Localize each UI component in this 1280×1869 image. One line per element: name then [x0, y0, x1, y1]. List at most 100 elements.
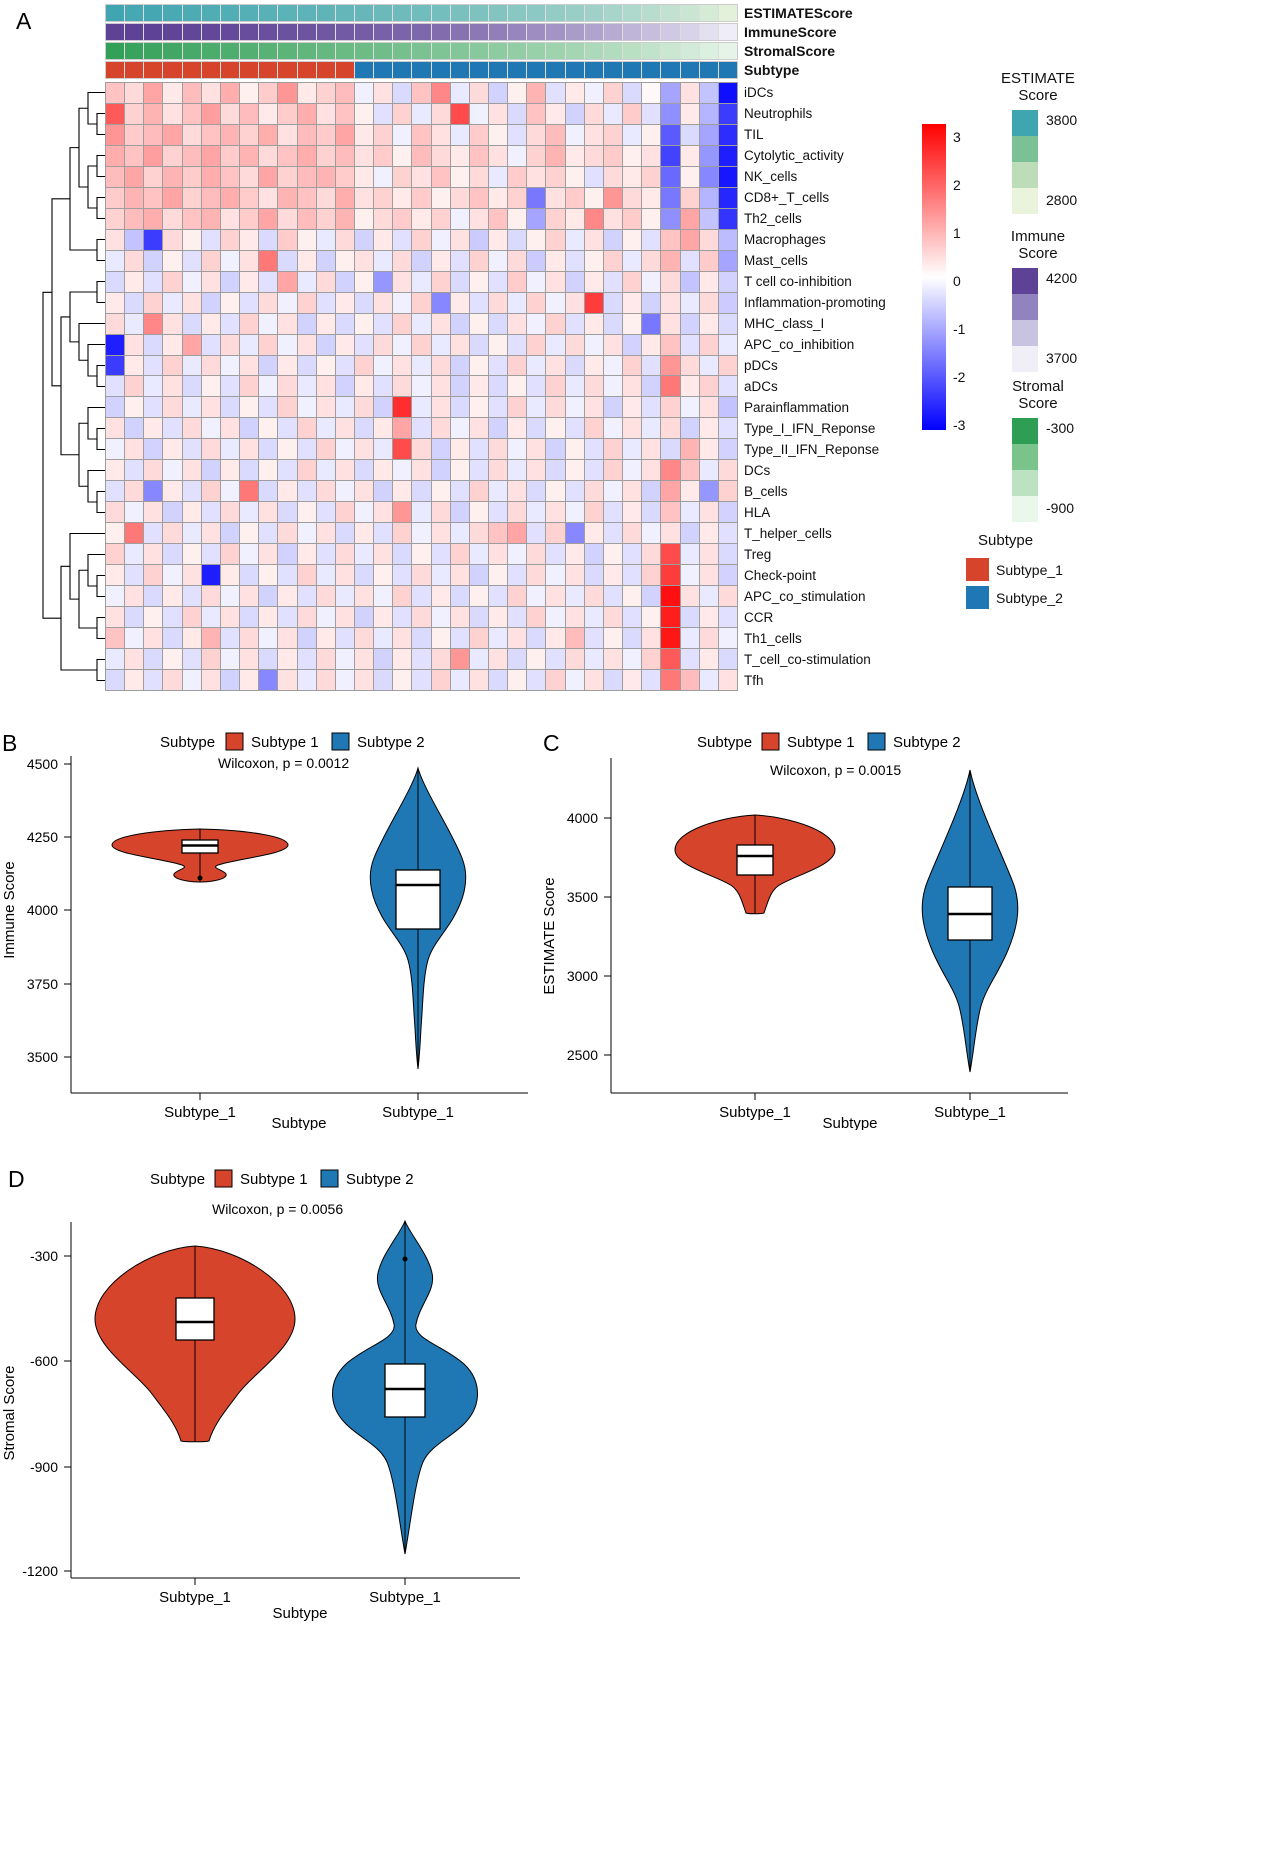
- heatmap-cell: [527, 481, 546, 502]
- heatmap-cell: [584, 355, 603, 376]
- heatmap-cell: [201, 355, 220, 376]
- legend-label-subtype1: Subtype 1: [240, 1171, 308, 1188]
- heatmap-cell: [718, 565, 737, 586]
- heatmap-cell: [489, 250, 508, 271]
- heatmap-cell: [374, 103, 393, 124]
- heatmap-cell: [354, 103, 374, 124]
- heatmap-cell: [546, 502, 565, 523]
- heatmap-cell: [393, 481, 412, 502]
- heatmap-cell: [661, 166, 680, 187]
- heatmap-cell: [508, 313, 527, 334]
- heatmap-cell: [354, 607, 374, 628]
- annotation-cell: [699, 5, 718, 21]
- heatmap-cell: [546, 83, 565, 103]
- heatmap-cell: [412, 586, 431, 607]
- heatmap-cell: [335, 187, 354, 208]
- heatmap-cell: [316, 166, 335, 187]
- heatmap-cell: [354, 544, 374, 565]
- heatmap-cell: [278, 187, 297, 208]
- heatmap-cell: [527, 460, 546, 481]
- heatmap-cell: [642, 271, 661, 292]
- heatmap-cell: [259, 481, 278, 502]
- heatmap-cell: [527, 565, 546, 586]
- heatmap-cell: [144, 523, 163, 544]
- heatmap-cell: [680, 397, 699, 418]
- heatmap-cell: [182, 565, 201, 586]
- annotation-cell: [259, 5, 278, 21]
- heatmap-cell: [699, 418, 718, 439]
- heatmap-cell: [623, 544, 642, 565]
- heatmap-cell: [489, 460, 508, 481]
- heatmap-cell: [508, 187, 527, 208]
- heatmap-cell: [565, 334, 584, 355]
- heatmap-cell: [125, 439, 144, 460]
- heatmap-cell: [163, 418, 182, 439]
- heatmap-cell: [527, 250, 546, 271]
- annotation-cell: [718, 5, 737, 21]
- annotation-cell: [412, 24, 431, 40]
- heatmap-cell: [489, 586, 508, 607]
- heatmap-cell: [182, 103, 201, 124]
- heatmap-cell: [699, 187, 718, 208]
- heatmap-cell: [431, 313, 450, 334]
- annotation-cell: [431, 5, 450, 21]
- heatmap-cell: [718, 628, 737, 649]
- heatmap-cell: [450, 271, 469, 292]
- heatmap-cell: [680, 544, 699, 565]
- heatmap-cell: [220, 355, 240, 376]
- heatmap-cell: [316, 124, 335, 145]
- heatmap-cell: [374, 481, 393, 502]
- heatmap-cell: [623, 145, 642, 166]
- heatmap-cell: [144, 271, 163, 292]
- annotation-cell: [144, 43, 163, 59]
- heatmap-cell: [699, 313, 718, 334]
- heatmap-cell: [335, 250, 354, 271]
- heatmap-cell: [642, 124, 661, 145]
- heatmap-cell: [374, 145, 393, 166]
- annotation-cell: [240, 5, 259, 21]
- heatmap-cell: [125, 649, 144, 670]
- heatmap-cell: [565, 376, 584, 397]
- heatmap-cell: [297, 439, 316, 460]
- annotation-label-immunescore: ImmuneScore: [744, 24, 837, 40]
- heatmap-cell: [642, 250, 661, 271]
- heatmap-cell: [603, 544, 623, 565]
- heatmap-cell: [125, 523, 144, 544]
- heatmap-cell: [623, 124, 642, 145]
- heatmap-cell: [680, 271, 699, 292]
- score-legend-bottom-value: -900: [1046, 500, 1075, 516]
- heatmap-cell: [297, 565, 316, 586]
- heatmap-cell: [125, 355, 144, 376]
- heatmap-cell: [642, 544, 661, 565]
- annotation-cell: [699, 24, 718, 40]
- score-legend-title: Immune Score: [1010, 228, 1066, 262]
- heatmap-cell: [642, 418, 661, 439]
- heatmap-cell: [240, 544, 259, 565]
- heatmap-cell: [431, 187, 450, 208]
- x-tick-marks: [194, 1578, 406, 1585]
- heatmap-cell: [603, 145, 623, 166]
- heatmap-cell: [163, 607, 182, 628]
- heatmap-cell: [680, 187, 699, 208]
- annotation-cell: [163, 24, 182, 40]
- heatmap-cell: [489, 397, 508, 418]
- heatmap-cell: [316, 145, 335, 166]
- heatmap-cell: [106, 124, 125, 145]
- annotation-cell: [718, 62, 737, 78]
- heatmap-cell: [450, 670, 469, 690]
- annotation-cell: [603, 24, 623, 40]
- x-tick-label: Subtype_1: [164, 1104, 236, 1121]
- heatmap-cell: [642, 145, 661, 166]
- heatmap-cell: [565, 292, 584, 313]
- heatmap-cell: [584, 544, 603, 565]
- score-legend-title: Stromal Score: [1012, 378, 1064, 412]
- heatmap-cell: [106, 166, 125, 187]
- y-axis-label: ESTIMATE Score: [541, 877, 558, 994]
- heatmap-cell: [182, 187, 201, 208]
- heatmap-cell: [220, 103, 240, 124]
- heatmap-cell: [201, 124, 220, 145]
- heatmap-cell: [220, 83, 240, 103]
- heatmap-cell: [527, 397, 546, 418]
- heatmap-cell: [623, 397, 642, 418]
- heatmap-cell: [431, 103, 450, 124]
